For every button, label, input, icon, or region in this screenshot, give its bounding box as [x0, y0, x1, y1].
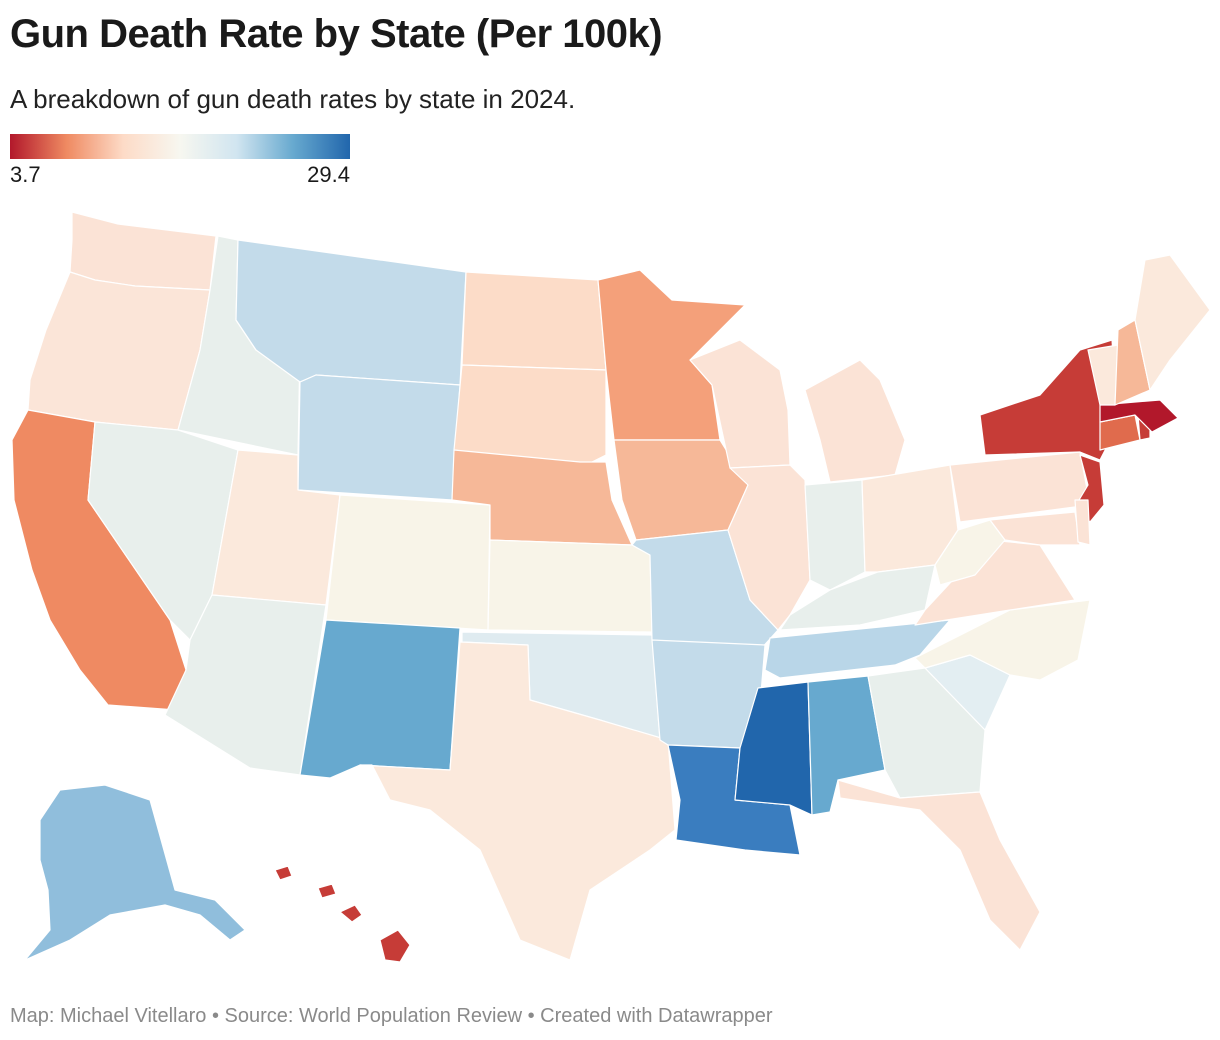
state-me[interactable] [1134, 254, 1211, 391]
state-mi[interactable] [804, 359, 906, 483]
chart-title: Gun Death Rate by State (Per 100k) [10, 12, 663, 56]
state-de[interactable] [1074, 499, 1091, 546]
source-credit: Map: Michael Vitellaro • Source: World P… [10, 1005, 773, 1027]
legend-gradient-bar [10, 134, 350, 159]
state-wi[interactable] [689, 339, 791, 469]
state-co[interactable] [325, 494, 491, 631]
state-wa[interactable] [69, 211, 217, 291]
state-il[interactable] [727, 464, 811, 631]
state-fl[interactable] [837, 779, 1041, 951]
legend-max-label: 29.4 [307, 162, 350, 187]
legend-min-label: 3.7 [10, 162, 41, 187]
state-nc[interactable] [914, 599, 1091, 681]
state-md[interactable] [989, 511, 1081, 546]
chart-subtitle: A breakdown of gun death rates by state … [10, 84, 576, 114]
state-nd[interactable] [461, 271, 607, 371]
state-wy[interactable] [297, 374, 461, 501]
state-ks[interactable] [487, 539, 653, 633]
state-pa[interactable] [949, 451, 1091, 523]
state-ky[interactable] [779, 564, 936, 631]
state-ak[interactable] [24, 784, 246, 961]
state-nm[interactable] [299, 619, 461, 779]
state-ma[interactable] [1099, 399, 1179, 433]
legend-labels: 3.7 29.4 [10, 162, 350, 188]
state-az[interactable] [164, 594, 327, 776]
state-or[interactable] [27, 271, 211, 431]
us-choropleth-map [11, 211, 1211, 963]
state-hi[interactable] [274, 865, 411, 963]
state-tx[interactable] [359, 641, 676, 961]
color-legend: 3.7 29.4 [10, 134, 350, 188]
state-in[interactable] [804, 479, 866, 591]
states-layer [11, 211, 1211, 963]
